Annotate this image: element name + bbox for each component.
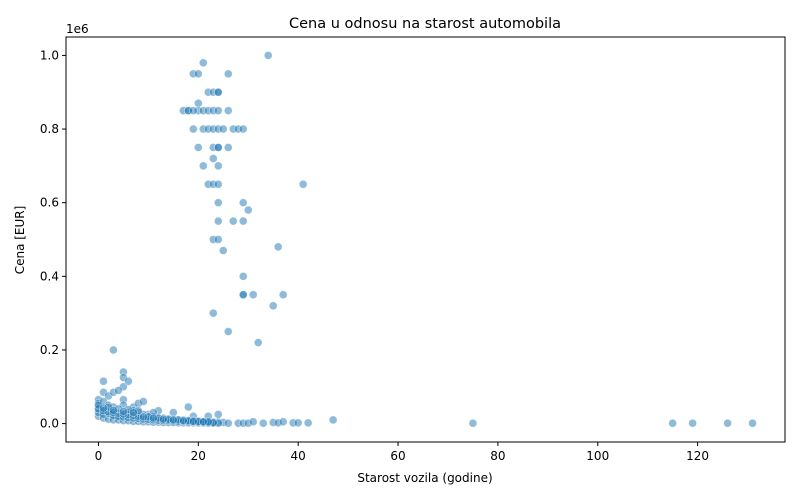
data-point [228, 216, 238, 226]
data-point [184, 402, 193, 412]
data-point [293, 418, 303, 428]
data-point [468, 418, 478, 428]
y-tick-label: 0.8 [40, 122, 59, 136]
x-axis-ticks: 0 20 40 60 80 100 120 [95, 442, 709, 463]
data-point [328, 415, 338, 425]
data-point [238, 198, 248, 207]
data-point [243, 205, 253, 215]
data-point [159, 414, 168, 424]
data-point [99, 403, 108, 413]
data-point [223, 327, 233, 336]
data-point [209, 154, 218, 163]
data-point [189, 124, 198, 134]
data-point [119, 407, 128, 416]
x-tick-label: 120 [686, 449, 709, 463]
data-point [194, 69, 203, 79]
data-point [179, 416, 188, 425]
data-point [213, 198, 223, 207]
data-point [189, 106, 198, 115]
data-point [213, 161, 223, 171]
x-tick-label: 80 [490, 449, 505, 463]
y-tick-label: 0.0 [40, 417, 59, 431]
data-point [194, 98, 203, 108]
data-point [223, 106, 233, 115]
data-point [273, 242, 283, 252]
data-points [94, 51, 757, 428]
data-point [248, 290, 258, 300]
data-point [109, 406, 118, 415]
plot-frame [65, 36, 786, 443]
y-axis-title: Cena [EUR] [13, 206, 27, 275]
data-point [238, 216, 248, 226]
data-point [723, 418, 732, 428]
data-point [213, 106, 223, 115]
data-point [199, 161, 208, 171]
data-point [213, 87, 223, 97]
x-tick-label: 0 [95, 449, 103, 463]
data-point [114, 386, 123, 395]
data-point [303, 418, 313, 428]
data-point [213, 410, 223, 419]
data-point [139, 412, 148, 422]
y-tick-label: 1.0 [40, 48, 59, 62]
data-point [194, 143, 203, 152]
data-point [213, 216, 223, 226]
data-point [189, 417, 198, 426]
x-tick-label: 40 [291, 449, 306, 463]
y-tick-label: 0.2 [40, 343, 59, 357]
data-point [278, 417, 288, 427]
data-point [298, 179, 308, 189]
y-axis-offset-label: 1e6 [66, 22, 89, 36]
data-point [238, 124, 248, 134]
data-point [149, 413, 158, 423]
data-point [169, 415, 178, 425]
data-point [263, 51, 273, 60]
x-tick-label: 20 [191, 449, 206, 463]
data-point [238, 290, 248, 300]
data-point [199, 417, 208, 427]
data-point [124, 376, 133, 386]
data-point [99, 376, 108, 386]
y-tick-label: 0.4 [40, 269, 59, 283]
data-point [223, 143, 233, 152]
data-point [109, 345, 118, 355]
data-point [748, 418, 757, 428]
data-point [129, 408, 138, 417]
data-point [213, 179, 223, 189]
y-tick-label: 0.6 [40, 196, 59, 210]
data-point [268, 301, 278, 311]
x-axis-title: Starost vozila (godine) [357, 471, 492, 485]
data-point [668, 418, 677, 428]
data-point [688, 418, 697, 428]
data-point [248, 417, 258, 427]
data-point [139, 397, 148, 406]
data-point [253, 338, 263, 347]
y-axis-ticks: 0.0 0.2 0.4 0.6 0.8 1.0 [40, 48, 66, 431]
data-point [223, 69, 233, 79]
data-point [209, 308, 218, 318]
data-point [213, 143, 223, 152]
data-point [223, 418, 233, 428]
data-point [218, 246, 228, 255]
chart-title: Cena u odnosu na starost automobila [289, 16, 561, 32]
x-tick-label: 100 [586, 449, 609, 463]
data-point [199, 58, 208, 68]
x-tick-label: 60 [390, 449, 405, 463]
data-point [238, 272, 248, 281]
data-point [258, 418, 268, 428]
data-point [278, 290, 288, 300]
data-point [213, 235, 223, 244]
data-point [218, 124, 228, 134]
